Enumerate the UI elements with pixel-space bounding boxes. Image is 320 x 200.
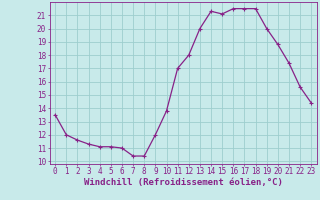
X-axis label: Windchill (Refroidissement éolien,°C): Windchill (Refroidissement éolien,°C): [84, 178, 283, 187]
